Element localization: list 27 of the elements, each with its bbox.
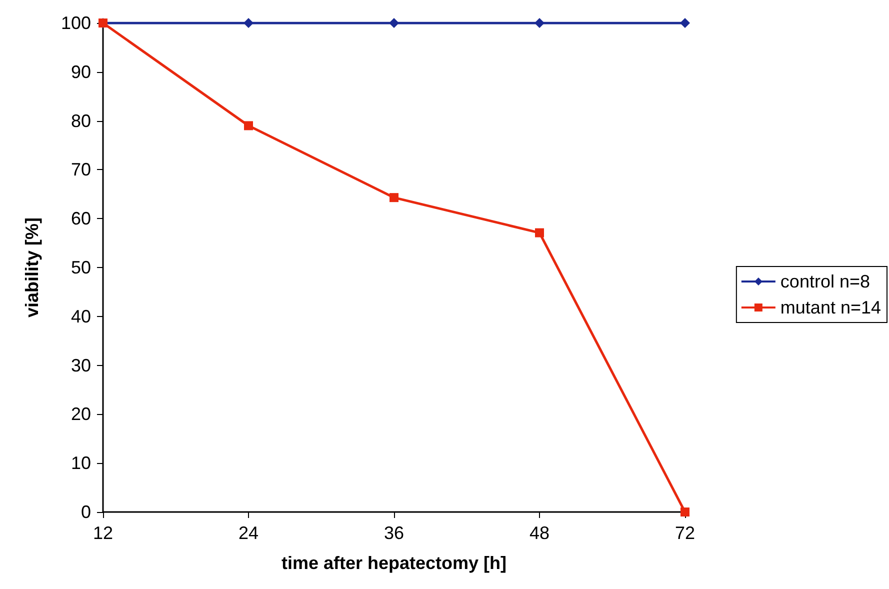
y-tick-label: 80 bbox=[70, 110, 91, 131]
y-tick-label: 20 bbox=[70, 404, 91, 424]
y-tick-label: 40 bbox=[70, 306, 91, 326]
y-tick-label: 100 bbox=[60, 13, 91, 33]
x-axis-title: time after hepatectomy [h] bbox=[281, 553, 507, 573]
y-tick-label: 0 bbox=[80, 502, 91, 522]
x-tick-label: 48 bbox=[529, 523, 550, 543]
point bbox=[680, 18, 690, 28]
x-tick-label: 36 bbox=[384, 523, 404, 543]
x-tick-label: 72 bbox=[674, 523, 696, 543]
legend-label: control n=8 bbox=[780, 272, 870, 292]
x-tick-label: 24 bbox=[238, 523, 259, 543]
y-tick-label: 60 bbox=[70, 208, 91, 229]
point bbox=[244, 18, 254, 28]
y-tick-label: 50 bbox=[70, 258, 91, 278]
y-axis-title: viability [%] bbox=[22, 217, 42, 318]
y-tick-label: 10 bbox=[70, 453, 91, 474]
point bbox=[534, 18, 544, 28]
point bbox=[389, 18, 399, 28]
legend-label: mutant n=14 bbox=[780, 298, 882, 318]
point bbox=[535, 228, 544, 238]
y-tick-label: 90 bbox=[70, 62, 91, 82]
point bbox=[390, 193, 398, 202]
x-tick-label: 12 bbox=[92, 523, 114, 543]
y-tick-label: 70 bbox=[70, 160, 91, 180]
y-tick-label: 30 bbox=[70, 355, 91, 376]
point bbox=[244, 121, 253, 130]
